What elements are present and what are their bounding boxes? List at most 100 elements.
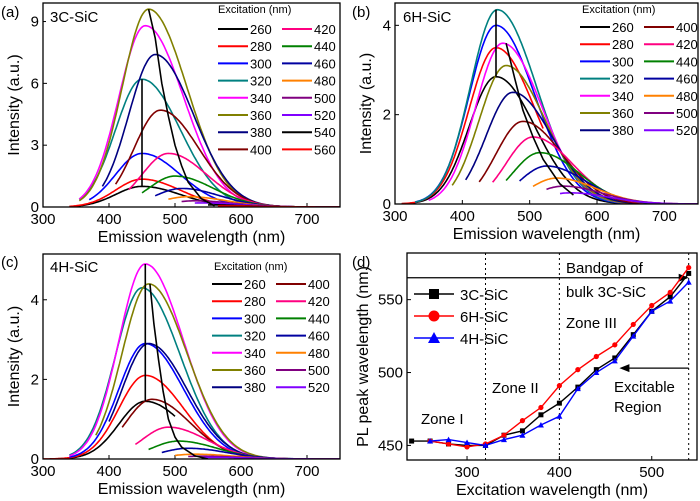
legend-title: Excitation (nm) bbox=[582, 4, 655, 16]
legend-label-520: 520 bbox=[308, 380, 330, 395]
point-6h bbox=[501, 432, 507, 438]
point-4h bbox=[427, 438, 434, 444]
y-axis-label: Intensity (a.u.) bbox=[6, 54, 23, 155]
point-6h bbox=[593, 353, 599, 360]
legend-label-280: 280 bbox=[612, 37, 634, 52]
spectrum-380 bbox=[101, 53, 340, 207]
point-4h bbox=[519, 432, 526, 438]
legend-label-400: 400 bbox=[308, 277, 330, 292]
x-tick-label: 300 bbox=[382, 208, 407, 225]
legend-label-280: 280 bbox=[250, 39, 272, 54]
point-3c bbox=[686, 270, 692, 276]
point-4h bbox=[648, 308, 655, 314]
point-6h bbox=[667, 289, 673, 295]
plot-area bbox=[401, 8, 698, 204]
y-axis-label: Intensity (a.u.) bbox=[358, 53, 375, 154]
excitable-arrowhead bbox=[619, 364, 630, 373]
point-4h bbox=[500, 436, 507, 443]
point-4h bbox=[556, 413, 563, 419]
axes-frame bbox=[42, 253, 341, 460]
legend-label-540: 540 bbox=[314, 125, 336, 140]
point-4h bbox=[611, 357, 618, 364]
x-tick-label: 700 bbox=[294, 463, 319, 480]
y-tick-label: 2 bbox=[383, 107, 391, 124]
legend-label-320: 320 bbox=[612, 72, 634, 87]
y-tick-label: 550 bbox=[378, 292, 403, 309]
x-tick-label: 400 bbox=[450, 208, 475, 225]
panel-d-annotations: Zone I Zone II Zone III Bandgap of bulk … bbox=[421, 260, 675, 428]
point-4h bbox=[685, 279, 692, 285]
axes-frame bbox=[394, 2, 699, 205]
point-3c bbox=[519, 428, 525, 434]
excitable-label-2: Region bbox=[614, 399, 662, 416]
spectrum-400 bbox=[114, 109, 340, 207]
legend-label-320: 320 bbox=[244, 329, 266, 344]
legend-label-340: 340 bbox=[244, 346, 266, 361]
y-tick-label: 0 bbox=[31, 199, 39, 216]
x-tick-label: 400 bbox=[96, 463, 121, 480]
legend-marker-circle bbox=[428, 310, 440, 322]
axes-frame bbox=[406, 252, 698, 461]
legend-label-500: 500 bbox=[314, 91, 336, 106]
y-tick-label: 6 bbox=[31, 75, 39, 92]
legend-marker-square bbox=[429, 289, 439, 299]
zone-3-label: Zone III bbox=[566, 315, 617, 332]
x-tick-label: 500 bbox=[162, 463, 187, 480]
legend-label-300: 300 bbox=[612, 54, 634, 69]
legend-label-480: 480 bbox=[314, 74, 336, 89]
legend-label-460: 460 bbox=[314, 56, 336, 71]
x-tick-label: 500 bbox=[639, 464, 664, 481]
point-3c bbox=[667, 294, 673, 300]
legend-label-260: 260 bbox=[612, 20, 634, 35]
point-6h bbox=[445, 441, 452, 447]
panel-letter: (d) bbox=[352, 254, 370, 271]
title-bg bbox=[399, 7, 457, 27]
legend-label-6H-SiC: 6H-SiC bbox=[460, 309, 509, 326]
legend-label-360: 360 bbox=[612, 106, 634, 121]
y-tick-label: 3 bbox=[31, 137, 39, 154]
legend-label-420: 420 bbox=[314, 22, 336, 37]
panel-c: (c) 300 400 500 600 700 0 2 4 Emission wavelength… bbox=[1, 253, 341, 498]
y-tick-label: 450 bbox=[378, 437, 403, 454]
y-tick-label: 4 bbox=[31, 292, 39, 309]
y-tick-label: 500 bbox=[378, 365, 403, 382]
point-6h bbox=[612, 342, 618, 348]
legend-label-4H-SiC: 4H-SiC bbox=[460, 331, 509, 348]
panel-title: 3C-SiC bbox=[50, 9, 99, 26]
y-axis-label: Intensity (a.u.) bbox=[6, 306, 23, 407]
legend-label-340: 340 bbox=[612, 89, 634, 104]
legend-label-420: 420 bbox=[308, 294, 330, 309]
legend-label-340: 340 bbox=[250, 91, 272, 106]
x-axis-label: Emission wavelength (nm) bbox=[98, 481, 286, 498]
excitable-label-1: Excitable bbox=[614, 379, 675, 396]
point-6h bbox=[575, 367, 581, 373]
x-tick-label: 400 bbox=[96, 211, 121, 228]
point-4h bbox=[667, 298, 674, 304]
zone-2-label: Zone II bbox=[492, 380, 539, 397]
point-6h bbox=[649, 302, 655, 309]
x-tick-label: 300 bbox=[30, 463, 55, 480]
legend-label-380: 380 bbox=[244, 380, 266, 395]
point-4h bbox=[482, 442, 489, 448]
point-3c bbox=[538, 412, 544, 418]
point-4h bbox=[464, 439, 471, 446]
point-4h bbox=[445, 436, 452, 443]
legend-label-400: 400 bbox=[250, 142, 272, 157]
x-tick-label: 700 bbox=[294, 211, 319, 228]
point-6h bbox=[538, 404, 544, 411]
point-3c bbox=[409, 438, 415, 444]
legend-label-3C-SiC: 3C-SiC bbox=[460, 287, 509, 304]
legend-title: Excitation (nm) bbox=[214, 261, 287, 273]
legend-label-300: 300 bbox=[244, 311, 266, 326]
x-tick-label: 300 bbox=[455, 464, 480, 481]
panel-a: (a) 300 400 500 600 700 0 3 6 9 Emission wavelengt… bbox=[1, 2, 341, 246]
plot-area bbox=[43, 263, 340, 459]
spectrum-260 bbox=[69, 185, 340, 207]
spectrum-280 bbox=[401, 46, 544, 204]
legend-label-460: 460 bbox=[676, 72, 698, 87]
y-axis-label: PL peak wavelength (nm) bbox=[355, 266, 372, 447]
x-tick-label: 400 bbox=[547, 464, 572, 481]
legend-label-500: 500 bbox=[308, 363, 330, 378]
legend-label-480: 480 bbox=[676, 89, 698, 104]
